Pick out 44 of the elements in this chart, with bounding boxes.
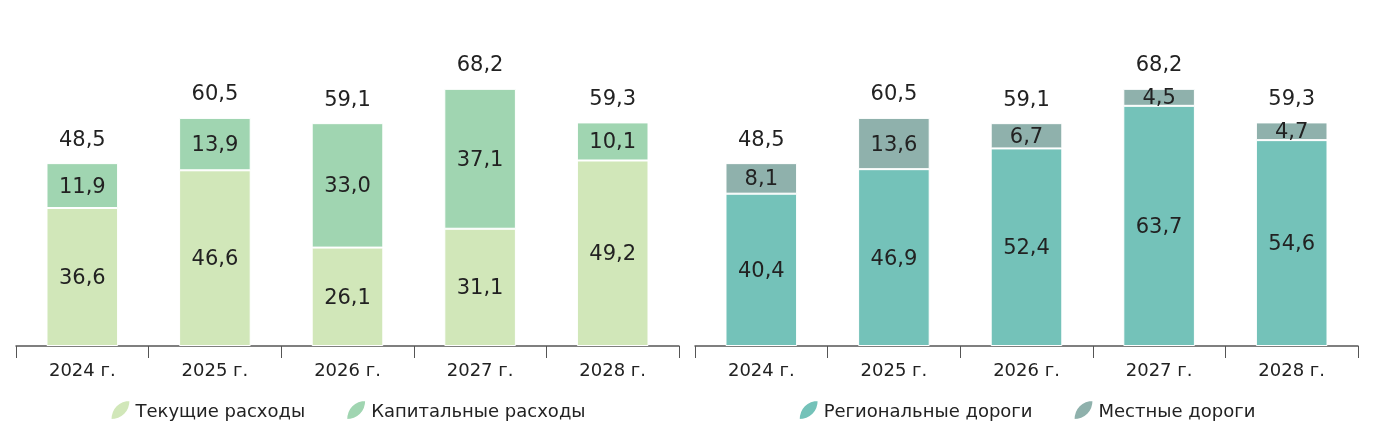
legend-label: Текущие расходы	[134, 399, 306, 421]
total-label: 60,5	[191, 81, 239, 106]
x-tick-label: 2024 г.	[727, 358, 795, 380]
data-label: 13,9	[191, 132, 239, 157]
data-label: 46,9	[870, 245, 918, 270]
total-label: 59,3	[589, 85, 637, 110]
data-label: 31,1	[456, 275, 504, 300]
data-label: 11,9	[58, 173, 106, 198]
x-tick-label: 2026 г.	[314, 358, 381, 380]
data-label: 8,1	[744, 166, 778, 191]
x-tick-label: 2026 г.	[993, 358, 1060, 380]
x-tick-label: 2025 г.	[860, 358, 928, 380]
data-label: 26,1	[324, 284, 371, 309]
total-label: 59,3	[1268, 85, 1316, 110]
data-label: 46,6	[191, 246, 239, 271]
x-tick-label: 2027 г.	[1125, 358, 1193, 380]
data-label: 33,0	[324, 173, 371, 198]
data-label: 6,7	[1009, 123, 1044, 148]
data-label: 37,1	[456, 146, 504, 171]
data-label: 13,6	[870, 131, 918, 156]
x-tick-label: 2027 г.	[446, 358, 514, 380]
data-label: 36,6	[58, 265, 106, 289]
x-tick-label: 2028 г.	[1258, 358, 1326, 380]
data-label: 63,7	[1135, 213, 1183, 238]
total-label: 48,5	[737, 126, 785, 151]
data-label: 40,4	[737, 257, 785, 282]
x-tick-label: 2028 г.	[579, 358, 647, 380]
x-tick-label: 2024 г.	[48, 358, 116, 380]
data-label: 49,2	[589, 241, 637, 266]
data-label: 54,6	[1268, 231, 1316, 256]
data-label: 52,4	[1003, 235, 1050, 260]
total-label: 68,2	[1135, 52, 1183, 77]
legend-label: Региональные дороги	[823, 399, 1033, 421]
x-tick-label: 2025 г.	[181, 358, 249, 380]
total-label: 59,1	[324, 86, 371, 111]
legend-label: Капитальные расходы	[371, 399, 586, 421]
total-label: 59,1	[1003, 86, 1050, 111]
data-label: 4,5	[1142, 85, 1176, 110]
legend-label: Местные дороги	[1098, 399, 1256, 421]
total-label: 60,5	[870, 81, 918, 106]
total-label: 68,2	[456, 52, 504, 77]
total-label: 48,5	[58, 126, 106, 151]
data-label: 10,1	[589, 129, 637, 154]
data-label: 4,7	[1275, 119, 1309, 144]
